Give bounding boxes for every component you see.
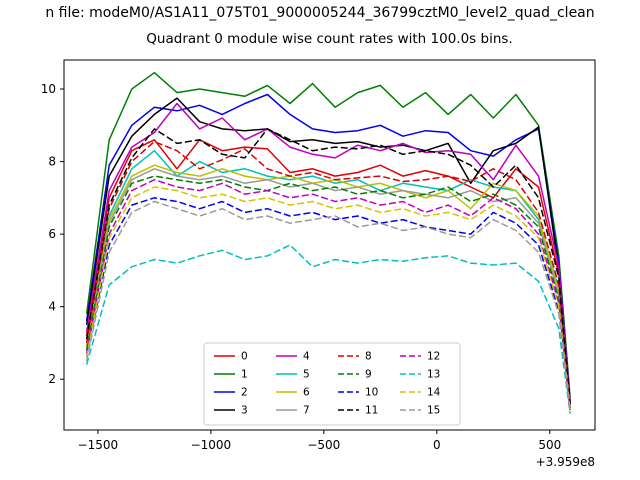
y-tick-label: 6 xyxy=(48,227,56,241)
legend-item-5: 5 xyxy=(276,369,310,381)
legend-label: 13 xyxy=(427,369,440,381)
legend-box xyxy=(203,342,461,426)
legend-label: 8 xyxy=(365,351,372,363)
y-tick-label: 10 xyxy=(41,82,56,96)
legend-item-6: 6 xyxy=(276,387,310,399)
series-line-1 xyxy=(85,71,571,398)
series-line-4 xyxy=(85,102,571,405)
legend-label: 3 xyxy=(241,405,248,417)
x-tick-label: 0 xyxy=(433,438,441,452)
x-tick-label: −500 xyxy=(307,438,340,452)
y-tick-label: 2 xyxy=(48,372,56,386)
legend-item-2: 2 xyxy=(214,387,248,399)
legend-label: 5 xyxy=(303,369,310,381)
legend-item-3: 3 xyxy=(214,405,248,417)
x-tick-label: 500 xyxy=(538,438,561,452)
legend-item-7: 7 xyxy=(276,405,310,417)
legend-item-15: 15 xyxy=(400,405,440,417)
legend-label: 1 xyxy=(241,369,248,381)
chart-title: Quadrant 0 module wise count rates with … xyxy=(146,31,513,47)
y-tick-label: 4 xyxy=(48,300,56,314)
series-line-8 xyxy=(85,140,571,407)
legend-item-14: 14 xyxy=(400,387,441,399)
legend-item-12: 12 xyxy=(400,351,440,363)
figure-file-title: n file: modeM0/AS1A11_075T01_9000005244_… xyxy=(45,5,595,21)
x-tick-label: −1500 xyxy=(78,438,119,452)
legend-label: 15 xyxy=(427,405,440,417)
legend-label: 9 xyxy=(365,369,372,381)
series-line-5 xyxy=(85,149,571,409)
legend-item-10: 10 xyxy=(338,387,378,399)
series-line-13 xyxy=(85,244,571,414)
legend-item-8: 8 xyxy=(338,351,372,363)
legend-item-11: 11 xyxy=(338,405,378,417)
series-line-3 xyxy=(85,97,571,403)
series-line-7 xyxy=(85,168,571,409)
legend-item-4: 4 xyxy=(276,351,310,363)
legend-item-9: 9 xyxy=(338,369,372,381)
series-line-2 xyxy=(85,93,571,402)
series-line-15 xyxy=(85,200,571,412)
legend-label: 10 xyxy=(365,387,378,399)
x-tick-label: −1000 xyxy=(191,438,232,452)
legend-label: 4 xyxy=(303,351,310,363)
y-tick-label: 8 xyxy=(48,155,56,169)
legend-label: 6 xyxy=(303,387,310,399)
x-axis-offset-label: +3.959e8 xyxy=(536,455,595,469)
legend-item-0: 0 xyxy=(214,351,248,363)
legend-label: 2 xyxy=(241,387,248,399)
legend-item-1: 1 xyxy=(214,369,248,381)
legend-label: 11 xyxy=(365,405,378,417)
series-line-12 xyxy=(85,178,571,411)
series-line-9 xyxy=(85,175,571,409)
series-line-11 xyxy=(85,128,571,405)
legend-item-13: 13 xyxy=(400,369,440,381)
series-line-14 xyxy=(85,186,571,411)
series-line-10 xyxy=(85,197,571,412)
legend-label: 0 xyxy=(241,351,248,363)
legend-label: 14 xyxy=(427,387,441,399)
legend-label: 12 xyxy=(427,351,440,363)
legend-label: 7 xyxy=(303,405,310,417)
